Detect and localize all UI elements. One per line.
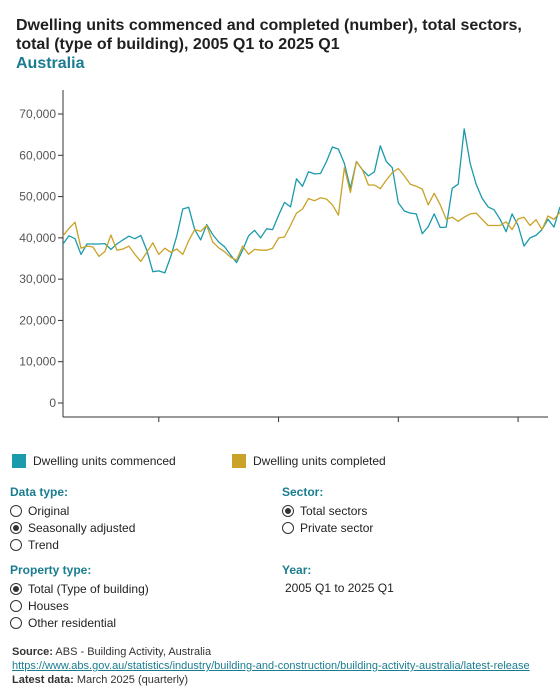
legend-label-commenced: Dwelling units commenced [33, 454, 176, 468]
y-tick-label: 50,000 [19, 190, 56, 204]
latest-data-line: Latest data: March 2025 (quarterly) [12, 673, 530, 687]
radio-total-type-of-building[interactable]: Total (Type of building) [10, 580, 149, 597]
radio-label: Trend [28, 537, 59, 552]
source-link-line: https://www.abs.gov.au/statistics/indust… [12, 659, 530, 673]
property-type-group: Property type: Total (Type of building) … [10, 563, 149, 631]
radio-original[interactable]: Original [10, 502, 135, 519]
footer: Source: ABS - Building Activity, Austral… [12, 645, 530, 687]
axes: 0 10,000 20,000 30,000 40,000 50,000 60,000 70,… [19, 90, 548, 425]
data-type-group: Data type: Original Seasonally adjusted … [10, 485, 135, 553]
radio-label: Total sectors [300, 503, 368, 518]
radio-label: Other residential [28, 615, 117, 630]
sector-group: Sector: Total sectors Private sector [282, 485, 373, 536]
y-tick-label: 0 [49, 396, 56, 410]
radio-label: Houses [28, 598, 69, 613]
radio-button[interactable] [10, 599, 22, 612]
source-line: Source: ABS - Building Activity, Austral… [12, 645, 530, 659]
legend-label-completed: Dwelling units completed [253, 454, 386, 468]
radio-trend[interactable]: Trend [10, 536, 135, 553]
sector-title: Sector: [282, 485, 324, 499]
property-type-title: Property type: [10, 563, 92, 577]
latest-data-label: Latest data: [12, 674, 74, 686]
data-type-title: Data type: [10, 485, 69, 499]
y-tick-label: 30,000 [19, 272, 56, 286]
radio-button[interactable] [10, 538, 22, 551]
radio-label: Seasonally adjusted [28, 520, 136, 535]
radio-other-residential[interactable]: Other residential [10, 614, 149, 631]
legend-swatch-completed [232, 454, 246, 468]
legend-item-commenced[interactable]: Dwelling units commenced [12, 454, 176, 468]
series-line-commenced[interactable] [62, 128, 560, 274]
latest-data-text: March 2025 (quarterly) [76, 674, 189, 686]
radio-button[interactable] [282, 504, 294, 517]
radio-private-sector[interactable]: Private sector [282, 519, 373, 536]
y-tick-label: 60,000 [19, 148, 56, 162]
x-tick-label: 2019 [385, 424, 412, 425]
radio-houses[interactable]: Houses [10, 597, 149, 614]
x-tick-label: 2009 [145, 424, 172, 425]
chart-title: Dwelling units commenced and completed (… [16, 17, 522, 53]
x-tick-label: 2014 [265, 424, 292, 425]
y-tick-label: 40,000 [19, 231, 56, 245]
source-label: Source: [12, 646, 53, 658]
source-link[interactable]: https://www.abs.gov.au/statistics/indust… [12, 660, 530, 672]
radio-button[interactable] [10, 582, 22, 595]
year-group: Year: 2005 Q1 to 2025 Q1 [282, 563, 394, 595]
y-tick-label: 10,000 [19, 355, 56, 369]
radio-label: Original [28, 503, 70, 518]
legend-swatch-commenced [12, 454, 26, 468]
series-line-completed[interactable] [62, 160, 560, 263]
series-layer[interactable] [62, 128, 560, 274]
legend-item-completed[interactable]: Dwelling units completed [232, 454, 386, 468]
y-tick-label: 70,000 [19, 107, 56, 121]
year-title: Year: [282, 563, 312, 577]
x-tick-label: 2024 [505, 424, 532, 425]
source-text: ABS - Building Activity, Australia [55, 646, 212, 658]
radio-button[interactable] [10, 521, 22, 534]
chart-subtitle: Australia [16, 55, 85, 72]
year-range-value[interactable]: 2005 Q1 to 2025 Q1 [285, 581, 394, 595]
line-chart: 0 10,000 20,000 30,000 40,000 50,000 60,000 70,… [19, 90, 560, 425]
radio-seasonally-adjusted[interactable]: Seasonally adjusted [10, 519, 135, 536]
y-tick-label: 20,000 [19, 313, 56, 327]
radio-label: Total (Type of building) [28, 581, 149, 596]
radio-total-sectors[interactable]: Total sectors [282, 502, 373, 519]
radio-button[interactable] [282, 521, 294, 534]
radio-button[interactable] [10, 504, 22, 517]
radio-button[interactable] [10, 616, 22, 629]
radio-label: Private sector [300, 520, 374, 535]
